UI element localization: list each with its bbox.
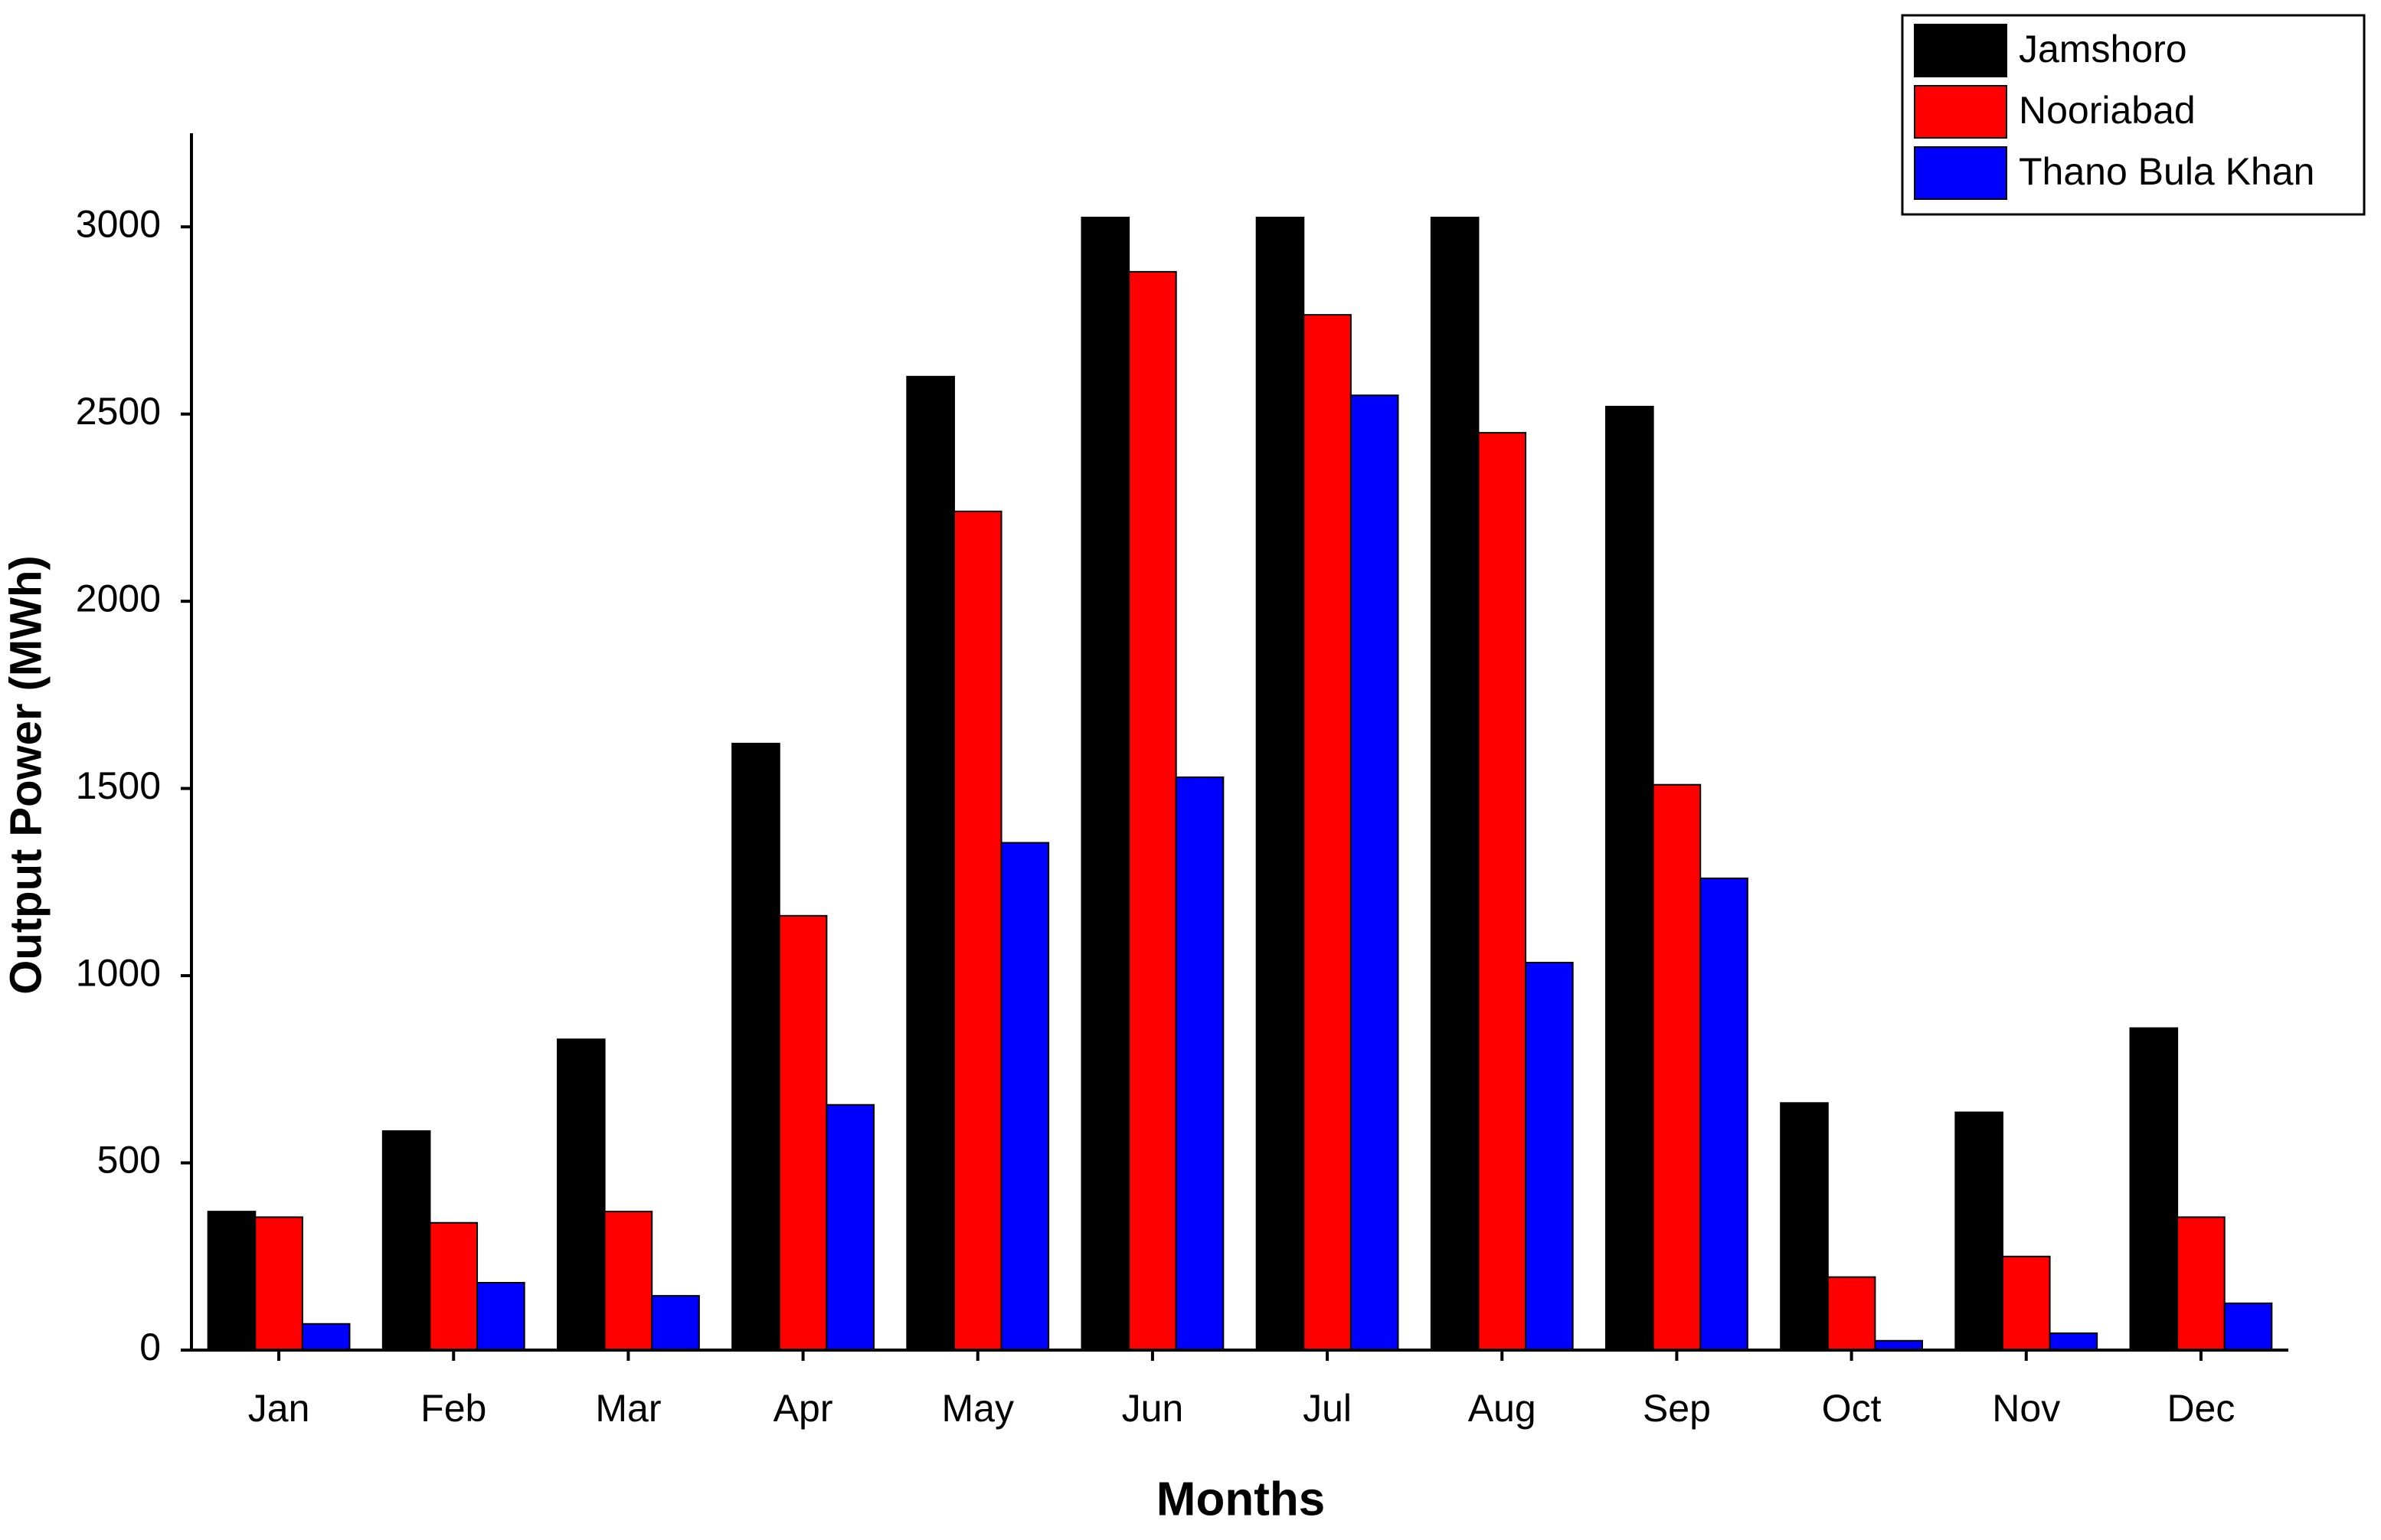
bar — [1525, 961, 1574, 1351]
legend-label: Jamshoro — [2019, 28, 2187, 70]
bar — [2223, 1302, 2273, 1352]
x-tick-label: Jul — [1303, 1387, 1352, 1430]
x-tick-label: Dec — [2167, 1387, 2235, 1430]
bar — [1255, 217, 1305, 1351]
legend-swatch — [1914, 24, 2007, 77]
bar — [2129, 1027, 2179, 1351]
bar — [2001, 1255, 2051, 1352]
bar — [1349, 394, 1399, 1352]
x-tick-label: Jun — [1122, 1387, 1184, 1430]
bar — [476, 1281, 525, 1352]
bar — [1477, 432, 1527, 1352]
y-tick-label: 500 — [97, 1139, 161, 1182]
bar — [731, 742, 780, 1351]
bar — [906, 375, 955, 1351]
bar — [1000, 842, 1050, 1352]
bar — [603, 1211, 653, 1352]
bar — [826, 1104, 875, 1351]
y-tick-label: 1000 — [76, 951, 161, 994]
y-tick-label: 0 — [139, 1326, 161, 1368]
y-tick-label: 2000 — [76, 577, 161, 620]
legend-swatch — [1914, 146, 2007, 200]
bar — [381, 1130, 431, 1351]
legend-label: Nooriabad — [2019, 89, 2196, 132]
bar — [207, 1211, 257, 1352]
bar — [778, 914, 828, 1351]
x-tick-label: Feb — [420, 1387, 486, 1430]
bar — [1652, 783, 1702, 1352]
legend-swatch — [1914, 85, 2007, 139]
bar — [1954, 1111, 2003, 1351]
bar — [429, 1221, 479, 1351]
x-tick-label: Sep — [1643, 1387, 1711, 1430]
x-tick-label: Apr — [773, 1387, 833, 1430]
bar — [1699, 877, 1748, 1351]
bar — [2177, 1216, 2226, 1351]
y-axis-title: Output Power (MWh) — [1, 555, 51, 994]
x-tick-label: May — [942, 1387, 1014, 1430]
x-tick-label: Nov — [1992, 1387, 2060, 1430]
bar — [651, 1295, 700, 1352]
bar — [1605, 405, 1654, 1351]
bar — [557, 1038, 606, 1351]
bar — [1780, 1102, 1829, 1352]
bar — [1430, 217, 1480, 1351]
x-tick-label: Oct — [1822, 1387, 1882, 1430]
x-tick-label: Mar — [595, 1387, 661, 1430]
y-tick-label: 1500 — [76, 764, 161, 807]
bar — [953, 510, 1002, 1352]
x-axis-title: Months — [1156, 1473, 1325, 1525]
y-tick-label: 3000 — [76, 202, 161, 245]
bar — [1303, 314, 1352, 1351]
bar — [1128, 270, 1177, 1352]
legend-label: Thano Bula Khan — [2019, 150, 2314, 193]
bar — [2049, 1332, 2098, 1351]
x-tick-label: Jan — [248, 1387, 310, 1430]
bar — [254, 1216, 303, 1351]
bar — [1175, 776, 1225, 1351]
y-tick-label: 2500 — [76, 390, 161, 433]
bar — [1081, 217, 1130, 1351]
bar — [301, 1323, 351, 1352]
x-tick-label: Aug — [1468, 1387, 1536, 1430]
bar — [1827, 1276, 1876, 1352]
